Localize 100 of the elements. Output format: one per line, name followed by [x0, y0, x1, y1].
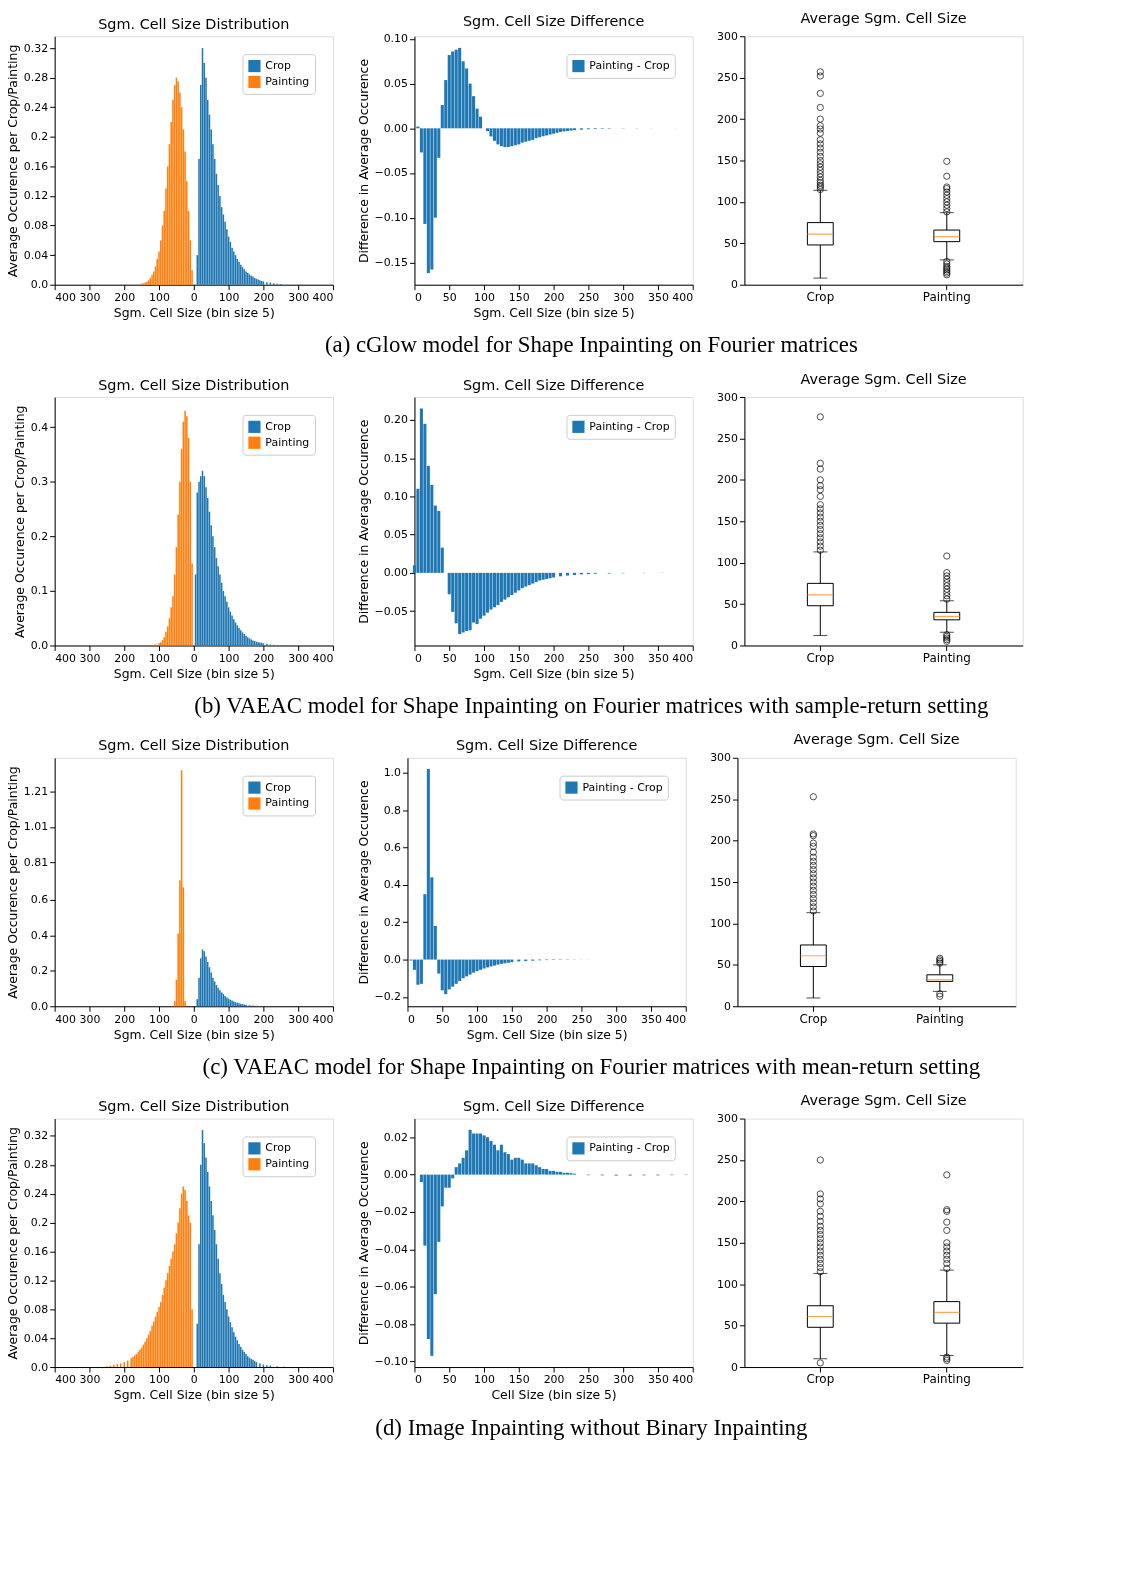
x-tick-label: 100 — [218, 1373, 240, 1387]
y-tick-label: 0.05 — [383, 77, 408, 91]
x-tick-label: 400 — [55, 291, 77, 305]
y-tick-label: −0.05 — [374, 604, 408, 618]
y-axis-title: Difference in Average Occurence — [355, 58, 371, 264]
x-tick-label: 400 — [55, 1373, 77, 1387]
x-tick-label: 0 — [190, 651, 198, 665]
y-tick-label: 150 — [710, 875, 732, 889]
y-axis-title: Average Occurence per Crop/Painting — [4, 766, 20, 999]
x-tick-label: 50 — [442, 1373, 457, 1387]
y-tick-label: 0.81 — [23, 855, 49, 869]
chart-title: Average Sgm. Cell Size — [793, 731, 960, 748]
y-tick-label: 100 — [717, 195, 738, 209]
x-tick-label: 150 — [508, 651, 530, 665]
y-tick-label: 1.0 — [383, 766, 402, 780]
y-tick-label: 150 — [717, 514, 738, 528]
x-tick-label: Crop — [799, 1011, 828, 1026]
y-tick-label: 150 — [717, 1236, 738, 1250]
x-tick-label: 400 — [312, 651, 334, 665]
x-tick-label: 200 — [114, 291, 136, 305]
y-tick-label: 0.05 — [383, 528, 408, 542]
x-tick-label: 300 — [79, 651, 101, 665]
y-tick-label: 300 — [717, 29, 738, 43]
x-tick-label: Painting — [915, 1011, 964, 1026]
y-tick-label: 200 — [717, 112, 738, 126]
y-tick-label: 200 — [710, 834, 732, 848]
text: (c) VAEAC model for Shape Inpainting on Fourier matrices with mean-return setting — [202, 1053, 981, 1079]
y-tick-label: 0.2 — [30, 964, 49, 978]
chart-title: Sgm. Cell Size Distribution — [98, 15, 290, 32]
y-tick-label: 50 — [717, 958, 732, 972]
y-tick-label: 0.6 — [383, 840, 402, 854]
x-tick-label: 100 — [149, 1373, 170, 1387]
y-tick-label: 0.16 — [23, 1244, 49, 1258]
x-tick-label: 300 — [288, 291, 310, 305]
y-axis-title: Difference in Average Occurence — [355, 1141, 371, 1346]
x-tick-label: 300 — [79, 1012, 101, 1026]
x-tick-label: 100 — [218, 651, 240, 665]
chart-title: Sgm. Cell Size Difference — [462, 1098, 645, 1115]
y-tick-label: 50 — [724, 597, 738, 611]
y-tick-label: 0.16 — [23, 159, 49, 173]
legend-label: Painting - Crop — [589, 419, 670, 433]
x-tick-label: 200 — [114, 1373, 136, 1387]
y-tick-label: 0.12 — [23, 1273, 49, 1287]
chart-title: Sgm. Cell Size Difference — [462, 12, 645, 29]
legend-label: Painting - Crop — [582, 780, 663, 794]
x-tick-label: 0 — [190, 1012, 198, 1026]
x-tick-label: 400 — [55, 651, 77, 665]
x-tick-label: 200 — [536, 1012, 558, 1026]
x-axis-title: Sgm. Cell Size (bin size 5) — [466, 1026, 628, 1042]
y-tick-label: 0.04 — [23, 1331, 49, 1345]
x-tick-label: Crop — [806, 290, 835, 305]
y-tick-label: −0.05 — [374, 166, 408, 180]
y-axis-title: Average Occurence per Crop/Painting — [11, 405, 27, 638]
x-tick-label: 350 — [648, 291, 669, 305]
chart-title: Average Sgm. Cell Size — [800, 9, 967, 26]
chart-title: Average Sgm. Cell Size — [800, 370, 967, 387]
x-tick-label: 300 — [288, 1373, 310, 1387]
x-tick-label: 0 — [190, 291, 198, 305]
x-tick-label: Painting — [922, 1372, 971, 1387]
y-tick-label: −0.08 — [374, 1317, 409, 1331]
x-tick-label: Painting — [922, 290, 971, 305]
x-tick-label: 350 — [648, 651, 669, 665]
legend-label: Painting - Crop — [589, 59, 670, 73]
y-tick-label: 0.00 — [383, 1168, 409, 1182]
legend-label: Painting — [265, 1157, 310, 1171]
y-axis-title: Average Occurence per Crop/Painting — [4, 1127, 20, 1360]
y-tick-label: 0.15 — [383, 451, 408, 465]
y-tick-label: 0.32 — [23, 41, 49, 55]
x-tick-label: 200 — [543, 651, 565, 665]
y-tick-label: 0.4 — [30, 928, 49, 942]
chart-title: Average Sgm. Cell Size — [800, 1092, 967, 1109]
x-tick-label: 300 — [79, 1373, 101, 1387]
chart-title: Sgm. Cell Size Difference — [455, 737, 638, 754]
y-tick-label: 250 — [717, 1153, 738, 1167]
y-tick-label: −0.10 — [374, 1354, 409, 1368]
x-tick-label: 350 — [648, 1373, 669, 1387]
x-tick-label: 400 — [312, 1373, 334, 1387]
y-tick-label: 0.32 — [23, 1129, 49, 1143]
x-axis-title: Sgm. Cell Size (bin size 5) — [113, 305, 275, 321]
x-tick-label: 100 — [474, 1373, 495, 1387]
x-tick-label: 300 — [606, 1012, 628, 1026]
legend-label: Painting — [265, 74, 310, 88]
chart-title: Sgm. Cell Size Difference — [462, 376, 645, 393]
x-tick-label: 100 — [474, 651, 495, 665]
x-tick-label: 300 — [288, 1012, 310, 1026]
x-tick-label: 400 — [672, 651, 694, 665]
x-tick-label: 0 — [414, 651, 422, 665]
x-tick-label: 400 — [312, 291, 334, 305]
x-tick-label: 50 — [442, 651, 457, 665]
x-tick-label: 400 — [312, 1012, 334, 1026]
y-tick-label: 0.28 — [23, 1158, 49, 1172]
y-tick-label: 0.4 — [30, 420, 49, 434]
y-tick-label: 0.28 — [23, 71, 49, 85]
y-tick-label: 0 — [724, 999, 732, 1013]
x-tick-label: 200 — [253, 651, 275, 665]
text: (d) Image Inpainting without Binary Inpainting — [375, 1414, 808, 1440]
chart-title: Sgm. Cell Size Distribution — [98, 1098, 290, 1115]
x-tick-label: 100 — [467, 1012, 489, 1026]
y-tick-label: 0.2 — [383, 915, 402, 929]
x-tick-label: 250 — [578, 291, 600, 305]
